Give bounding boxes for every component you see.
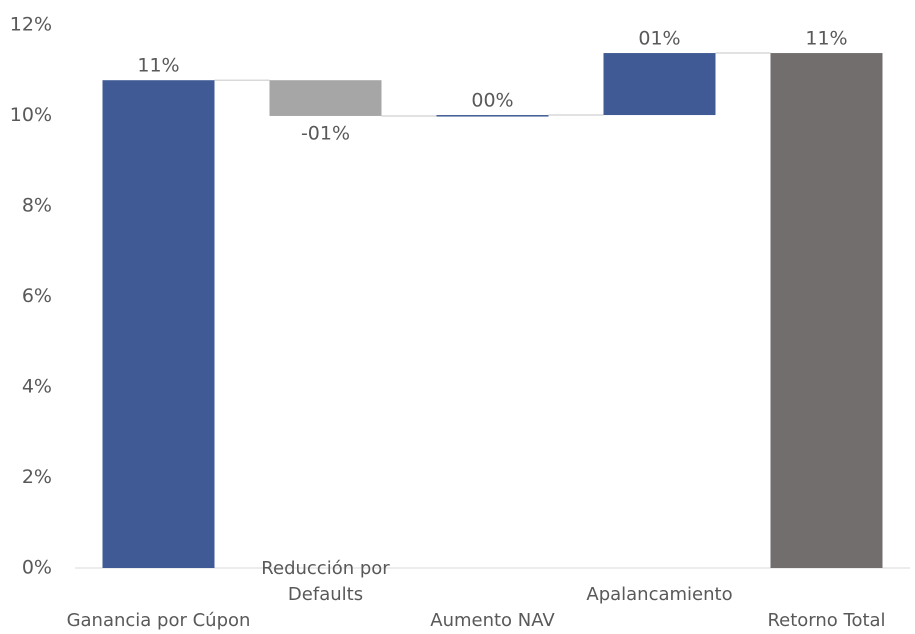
y-tick-label: 2% xyxy=(22,466,52,488)
bar xyxy=(603,53,716,116)
bar xyxy=(436,115,549,117)
y-tick-label: 0% xyxy=(22,557,52,579)
value-label: -01% xyxy=(301,122,350,144)
x-tick-label: Retorno Total xyxy=(767,610,886,631)
bar xyxy=(269,80,382,116)
y-tick-label: 8% xyxy=(22,195,52,217)
y-tick-label: 10% xyxy=(10,104,52,126)
bar xyxy=(102,80,215,568)
value-label: 00% xyxy=(471,90,513,112)
value-label: 11% xyxy=(805,28,847,50)
y-tick-label: 12% xyxy=(10,14,52,36)
x-tick-label: Reducción por Defaults xyxy=(261,558,390,605)
x-tick-label: Apalancamiento xyxy=(586,584,733,605)
y-tick-label: 6% xyxy=(22,285,52,307)
x-tick-label: Ganancia por Cúpon xyxy=(66,610,251,631)
bar xyxy=(770,53,883,569)
y-tick-label: 4% xyxy=(22,376,52,398)
value-label: 11% xyxy=(137,55,179,77)
value-label: 01% xyxy=(638,28,680,50)
x-tick-label: Aumento NAV xyxy=(430,610,555,631)
